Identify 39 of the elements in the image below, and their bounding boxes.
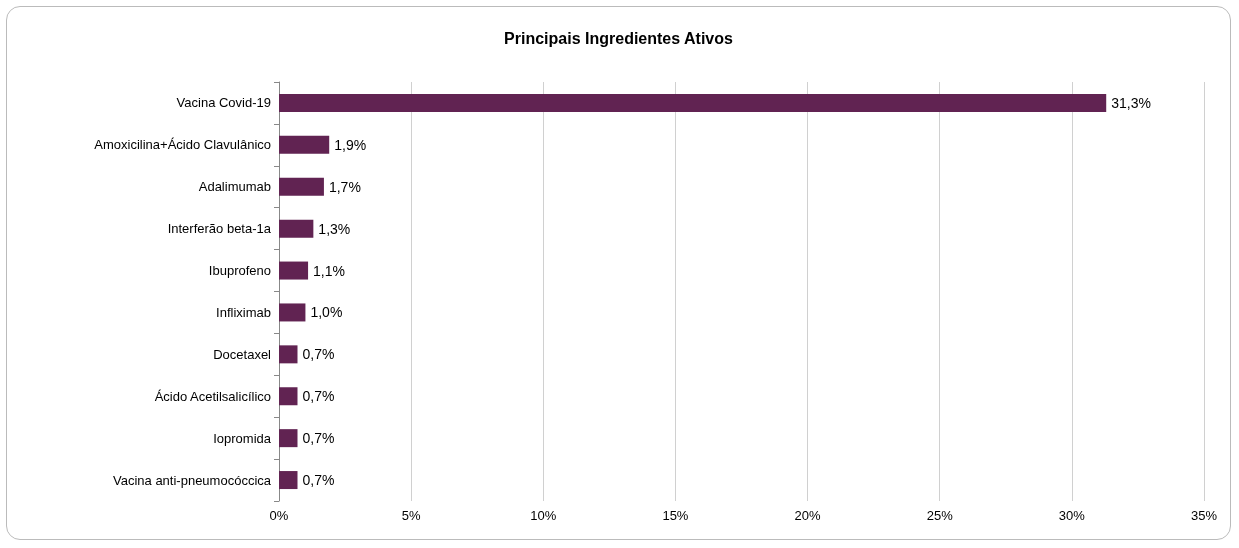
- bar: [279, 387, 298, 406]
- y-tick-label: Ácido Acetilsalicílico: [154, 388, 271, 404]
- y-tick-label: Interferão beta-1a: [167, 221, 272, 237]
- x-tick-label: 30%: [1058, 508, 1086, 523]
- x-tick-label: 10%: [530, 508, 557, 523]
- data-label: 1,3%: [318, 220, 351, 237]
- bar: [279, 303, 306, 322]
- bar: [279, 219, 314, 238]
- y-tick-label: Infliximab: [216, 304, 271, 320]
- data-label: 0,7%: [302, 472, 335, 489]
- bar: [279, 177, 324, 196]
- y-tick-label: Amoxicilina+Ácido Clavulânico: [94, 137, 271, 153]
- data-label: 31,3%: [1111, 94, 1151, 111]
- y-tick-label: Ibuprofeno: [208, 263, 271, 279]
- bar: [279, 135, 330, 154]
- x-tick-label: 5%: [401, 508, 421, 523]
- x-tick-label: 20%: [794, 508, 822, 523]
- bar: [279, 429, 298, 448]
- bar: [279, 471, 298, 490]
- y-tick-label: Docetaxel: [213, 346, 272, 362]
- bar: [279, 345, 298, 364]
- chart-title: Principais Ingredientes Ativos: [504, 29, 733, 47]
- data-label: 1,7%: [328, 178, 361, 195]
- data-label: 1,0%: [310, 304, 343, 321]
- y-tick-label: Iopromida: [213, 430, 272, 446]
- x-tick-label: 35%: [1190, 508, 1218, 523]
- data-label: 0,7%: [302, 388, 335, 405]
- x-tick-label: 0%: [269, 508, 289, 523]
- data-label: 0,7%: [302, 346, 335, 363]
- y-tick-label: Adalimumab: [198, 179, 271, 195]
- bar: [279, 261, 309, 280]
- y-tick-label: Vacina Covid-19: [176, 95, 271, 111]
- x-tick-label: 25%: [926, 508, 954, 523]
- data-label: 1,9%: [334, 136, 367, 153]
- x-tick-label: 15%: [662, 508, 689, 523]
- y-tick-label: Vacina anti-pneumocóccica: [112, 472, 272, 488]
- data-label: 0,7%: [302, 430, 335, 447]
- bar: [279, 93, 1107, 112]
- data-label: 1,1%: [313, 262, 345, 279]
